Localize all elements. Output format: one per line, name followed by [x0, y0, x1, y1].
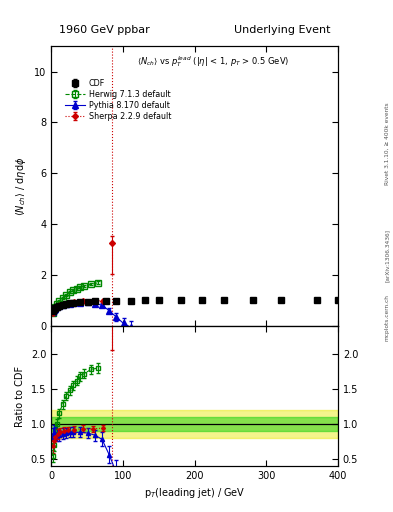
- Y-axis label: $\langle N_{ch}\rangle$ / d$\eta$d$\phi$: $\langle N_{ch}\rangle$ / d$\eta$d$\phi$: [15, 156, 28, 216]
- Text: $\langle N_{ch}\rangle$ vs $p_T^{lead}$ ($|\eta|$ < 1, $p_T$ > 0.5 GeV): $\langle N_{ch}\rangle$ vs $p_T^{lead}$ …: [137, 54, 290, 70]
- Text: mcplots.cern.ch: mcplots.cern.ch: [385, 294, 390, 341]
- Text: Underlying Event: Underlying Event: [233, 25, 330, 35]
- Legend: CDF, Herwig 7.1.3 default, Pythia 8.170 default, Sherpa 2.2.9 default: CDF, Herwig 7.1.3 default, Pythia 8.170 …: [64, 78, 172, 122]
- Y-axis label: Ratio to CDF: Ratio to CDF: [15, 366, 25, 426]
- Text: 1960 GeV ppbar: 1960 GeV ppbar: [59, 25, 150, 35]
- Text: Rivet 3.1.10, ≥ 400k events: Rivet 3.1.10, ≥ 400k events: [385, 102, 390, 185]
- Text: [arXiv:1306.3436]: [arXiv:1306.3436]: [385, 229, 390, 283]
- X-axis label: p$_T$(leading jet) / GeV: p$_T$(leading jet) / GeV: [144, 486, 245, 500]
